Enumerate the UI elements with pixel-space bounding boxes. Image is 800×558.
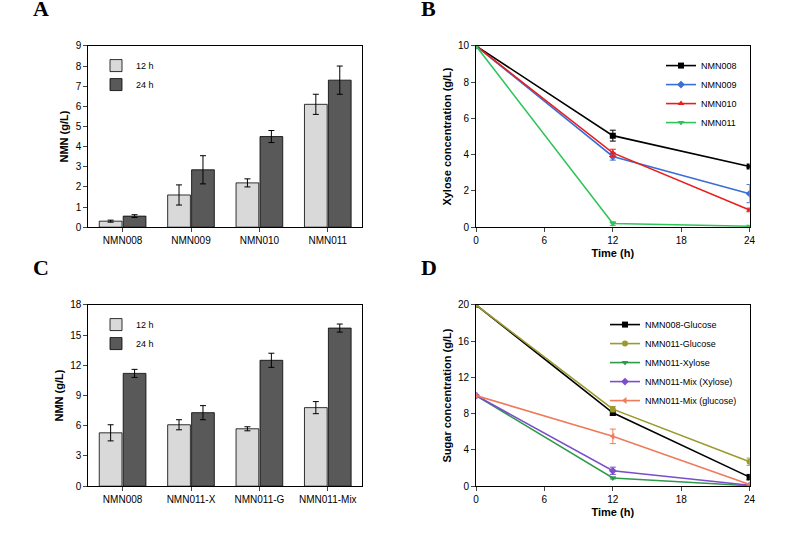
svg-text:A: A bbox=[33, 0, 49, 21]
svg-text:9: 9 bbox=[76, 390, 82, 401]
svg-text:6: 6 bbox=[542, 494, 548, 505]
svg-text:24 h: 24 h bbox=[136, 80, 154, 90]
svg-text:1: 1 bbox=[76, 202, 82, 213]
svg-text:0: 0 bbox=[463, 481, 469, 492]
svg-text:NMN011: NMN011 bbox=[308, 235, 347, 246]
svg-text:NMN008: NMN008 bbox=[103, 235, 143, 246]
svg-text:Xylose concentration (g/L): Xylose concentration (g/L) bbox=[441, 67, 453, 205]
svg-text:18: 18 bbox=[676, 494, 688, 505]
svg-text:4: 4 bbox=[463, 444, 469, 455]
svg-text:Time (h): Time (h) bbox=[592, 247, 635, 259]
svg-text:24 h: 24 h bbox=[136, 339, 154, 349]
svg-text:D: D bbox=[421, 255, 437, 280]
svg-text:5: 5 bbox=[76, 121, 82, 132]
svg-text:4: 4 bbox=[76, 141, 82, 152]
svg-text:NMN011-X: NMN011-X bbox=[167, 494, 216, 505]
svg-text:NMN011-Mix (glucose): NMN011-Mix (glucose) bbox=[645, 396, 736, 406]
svg-text:24: 24 bbox=[744, 235, 756, 246]
svg-text:NMN011-Glucose: NMN011-Glucose bbox=[645, 339, 716, 349]
svg-text:B: B bbox=[421, 0, 436, 21]
svg-text:C: C bbox=[33, 255, 49, 280]
svg-text:12 h: 12 h bbox=[136, 61, 154, 71]
svg-text:6: 6 bbox=[463, 113, 469, 124]
svg-text:6: 6 bbox=[76, 420, 82, 431]
svg-text:NMN008: NMN008 bbox=[701, 61, 737, 71]
svg-text:NMN (g/L): NMN (g/L) bbox=[58, 110, 70, 162]
svg-text:3: 3 bbox=[76, 161, 82, 172]
svg-text:2: 2 bbox=[463, 185, 469, 196]
svg-text:24: 24 bbox=[744, 494, 756, 505]
svg-text:8: 8 bbox=[463, 77, 469, 88]
svg-text:9: 9 bbox=[76, 40, 82, 51]
svg-text:NMN011-G: NMN011-G bbox=[234, 494, 284, 505]
svg-text:NMN010: NMN010 bbox=[701, 99, 737, 109]
svg-text:18: 18 bbox=[70, 299, 82, 310]
svg-text:8: 8 bbox=[463, 408, 469, 419]
svg-text:NMN (g/L): NMN (g/L) bbox=[53, 369, 65, 421]
svg-text:Sugar concentration (g/L): Sugar concentration (g/L) bbox=[441, 328, 453, 462]
svg-text:10: 10 bbox=[458, 40, 470, 51]
svg-text:20: 20 bbox=[458, 299, 470, 310]
svg-text:4: 4 bbox=[463, 149, 469, 160]
svg-text:NMN011: NMN011 bbox=[701, 118, 736, 128]
svg-text:12: 12 bbox=[458, 372, 470, 383]
svg-text:6: 6 bbox=[76, 101, 82, 112]
svg-text:12 h: 12 h bbox=[136, 320, 154, 330]
svg-text:0: 0 bbox=[473, 235, 479, 246]
svg-text:NMN009: NMN009 bbox=[171, 235, 211, 246]
svg-text:0: 0 bbox=[76, 481, 82, 492]
svg-text:Time (h): Time (h) bbox=[592, 506, 635, 518]
svg-text:2: 2 bbox=[76, 181, 82, 192]
svg-text:NMN010: NMN010 bbox=[240, 235, 280, 246]
svg-text:NMN008-Glucose: NMN008-Glucose bbox=[645, 320, 717, 330]
svg-text:16: 16 bbox=[458, 336, 470, 347]
svg-text:0: 0 bbox=[463, 222, 469, 233]
svg-text:3: 3 bbox=[76, 450, 82, 461]
svg-text:7: 7 bbox=[76, 81, 82, 92]
svg-text:15: 15 bbox=[70, 330, 82, 341]
svg-text:NMN011-Mix (Xylose): NMN011-Mix (Xylose) bbox=[645, 377, 732, 387]
svg-text:NMN011-Xylose: NMN011-Xylose bbox=[645, 358, 710, 368]
svg-text:8: 8 bbox=[76, 61, 82, 72]
svg-text:NMN011-Mix: NMN011-Mix bbox=[299, 494, 357, 505]
svg-text:0: 0 bbox=[76, 222, 82, 233]
svg-text:NMN009: NMN009 bbox=[701, 80, 737, 90]
svg-text:6: 6 bbox=[542, 235, 548, 246]
svg-text:18: 18 bbox=[676, 235, 688, 246]
svg-text:12: 12 bbox=[607, 235, 619, 246]
svg-text:NMN008: NMN008 bbox=[103, 494, 143, 505]
svg-text:12: 12 bbox=[607, 494, 619, 505]
svg-text:12: 12 bbox=[70, 360, 82, 371]
svg-text:0: 0 bbox=[473, 494, 479, 505]
